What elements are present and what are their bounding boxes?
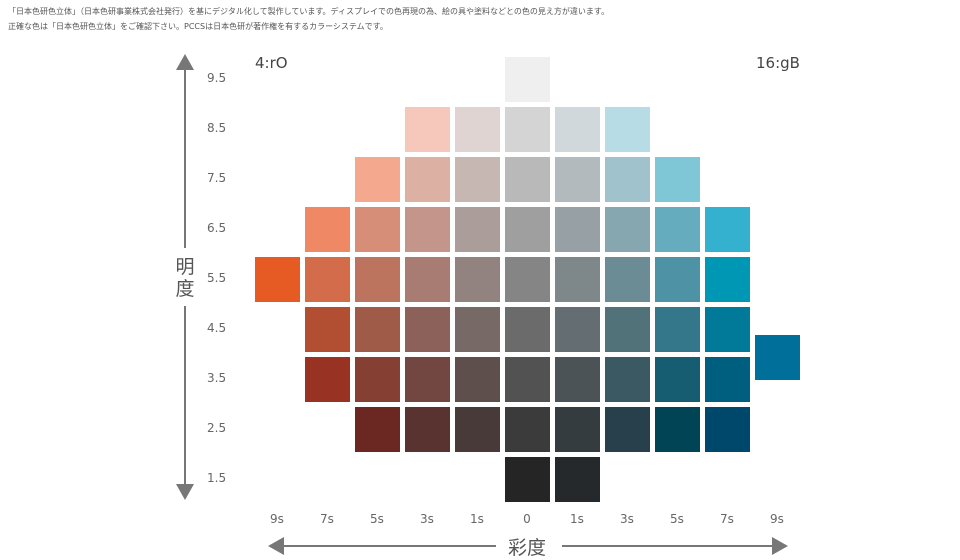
tone-swatch <box>455 407 500 452</box>
tone-swatch <box>555 457 600 502</box>
saturation-tick-label: 1s <box>470 512 484 526</box>
tone-swatch <box>505 407 550 452</box>
saturation-axis-right-arrow-icon <box>772 537 788 555</box>
tone-swatch <box>355 407 400 452</box>
lightness-axis-line-top <box>184 68 186 248</box>
tone-swatch <box>555 357 600 402</box>
copyright-note-line-1: 「日本色研色立体」（日本色研事業株式会社発行）を基にデジタル化して製作しています… <box>8 7 610 16</box>
tone-swatch <box>655 407 700 452</box>
lightness-tick-label: 8.5 <box>207 121 227 135</box>
tone-swatch <box>655 207 700 252</box>
tone-swatch <box>505 107 550 152</box>
tone-swatch <box>505 207 550 252</box>
tone-swatch <box>405 207 450 252</box>
saturation-axis-line-left <box>282 545 496 547</box>
tone-swatch <box>405 157 450 202</box>
tone-swatch <box>355 207 400 252</box>
tone-swatch <box>355 357 400 402</box>
lightness-tick-label: 4.5 <box>207 321 227 335</box>
tone-swatch <box>455 107 500 152</box>
lightness-tick-label: 5.5 <box>207 271 227 285</box>
tone-swatch <box>355 307 400 352</box>
saturation-tick-label: 7s <box>320 512 334 526</box>
lightness-tick-label: 1.5 <box>207 471 227 485</box>
saturation-tick-label: 7s <box>720 512 734 526</box>
lightness-axis-down-arrow-icon <box>176 484 194 500</box>
saturation-tick-label: 3s <box>420 512 434 526</box>
lightness-tick-label: 3.5 <box>207 371 227 385</box>
tone-swatch <box>505 357 550 402</box>
tone-swatch <box>605 107 650 152</box>
tone-swatch <box>555 407 600 452</box>
tone-swatch <box>655 357 700 402</box>
saturation-tick-label: 1s <box>570 512 584 526</box>
tone-swatch <box>255 257 300 302</box>
tone-swatch <box>505 257 550 302</box>
tone-swatch <box>605 307 650 352</box>
tone-swatch <box>605 357 650 402</box>
lightness-tick-label: 7.5 <box>207 171 227 185</box>
tone-swatch <box>555 307 600 352</box>
tone-swatch <box>705 307 750 352</box>
lightness-axis-title: 明度 <box>174 256 196 300</box>
tone-swatch <box>555 257 600 302</box>
tone-swatch <box>655 257 700 302</box>
tone-swatch <box>555 157 600 202</box>
tone-swatch <box>455 257 500 302</box>
tone-swatch <box>355 257 400 302</box>
tone-swatch <box>705 257 750 302</box>
tone-swatch <box>405 407 450 452</box>
tone-swatch <box>505 457 550 502</box>
saturation-tick-label: 9s <box>270 512 284 526</box>
tone-swatch <box>505 157 550 202</box>
lightness-tick-label: 9.5 <box>207 71 227 85</box>
saturation-axis-title: 彩度 <box>504 533 551 560</box>
lightness-tick-label: 2.5 <box>207 421 227 435</box>
tone-swatch <box>555 107 600 152</box>
tone-swatch <box>455 157 500 202</box>
saturation-tick-label: 3s <box>620 512 634 526</box>
copyright-note-line-2: 正確な色は「日本色研色立体」をご確認下さい。PCCSは日本色研が著作権を有するカ… <box>8 22 388 31</box>
lightness-axis-line-bottom <box>184 306 186 486</box>
tone-swatch <box>555 207 600 252</box>
tone-swatch <box>705 407 750 452</box>
lightness-tick-label: 6.5 <box>207 221 227 235</box>
tone-swatch <box>505 307 550 352</box>
tone-swatch <box>305 207 350 252</box>
tone-swatch <box>455 207 500 252</box>
tone-swatch <box>605 407 650 452</box>
tone-swatch <box>605 207 650 252</box>
left-hue-label: 4:rO <box>255 54 288 72</box>
tone-swatch <box>605 157 650 202</box>
tone-swatch <box>755 334 800 380</box>
saturation-tick-label: 5s <box>370 512 384 526</box>
saturation-tick-label: 9s <box>770 512 784 526</box>
saturation-tick-label: 0 <box>523 512 531 526</box>
tone-swatch <box>455 307 500 352</box>
tone-swatch <box>405 107 450 152</box>
tone-swatch <box>705 357 750 402</box>
tone-swatch <box>405 357 450 402</box>
saturation-axis-line-right <box>562 545 774 547</box>
saturation-tick-label: 5s <box>670 512 684 526</box>
tone-swatch <box>305 307 350 352</box>
tone-swatch <box>405 257 450 302</box>
lightness-axis-up-arrow-icon <box>176 54 194 70</box>
tone-swatch <box>355 157 400 202</box>
tone-swatch <box>455 357 500 402</box>
tone-swatch <box>705 207 750 252</box>
tone-swatch <box>305 257 350 302</box>
tone-swatch <box>405 307 450 352</box>
saturation-axis-left-arrow-icon <box>268 537 284 555</box>
tone-swatch <box>655 307 700 352</box>
right-hue-label: 16:gB <box>756 54 800 72</box>
tone-swatch <box>505 57 550 102</box>
tone-swatch <box>305 357 350 402</box>
tone-swatch <box>655 157 700 202</box>
tone-swatch <box>605 257 650 302</box>
